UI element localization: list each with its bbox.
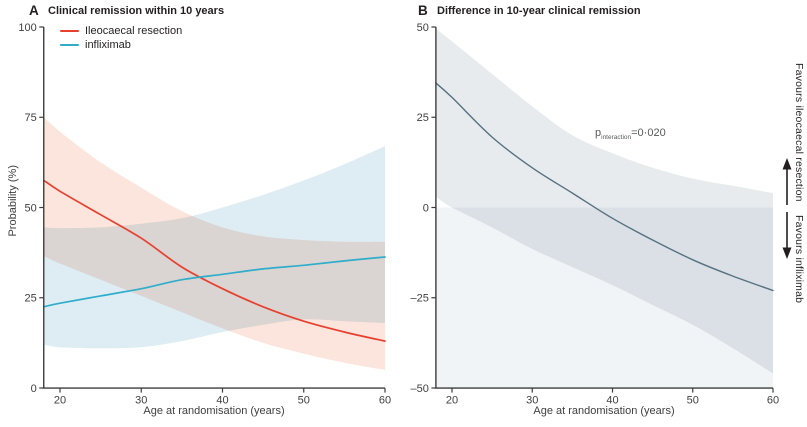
y-tick-label: 50 (417, 22, 429, 34)
y-tick-label: 75 (25, 112, 37, 124)
legend-swatch-infliximab (60, 43, 79, 47)
panel-a: 0 25 50 75 100 20 30 40 50 60 (18, 22, 391, 406)
difference-ileocaecal-resection-minus-infliximab-band (435, 28, 773, 374)
difference-ileocaecal-resection-minus-infliximab-line (435, 82, 774, 292)
y-tick-label: 0 (31, 383, 37, 395)
x-tick-label: 30 (526, 394, 538, 406)
panel-a-letter: A (29, 3, 39, 18)
infliximab-band (43, 146, 386, 349)
down-arrow-icon (782, 212, 792, 259)
panel-b: –50 –25 0 25 50 20 30 40 50 60 (411, 22, 780, 406)
favours-resection-label: Favours ileocaecal resection (793, 63, 805, 202)
p-interaction-annotation: pinteraction=0·020 (595, 127, 666, 141)
y-tick-label: –50 (411, 383, 429, 395)
panel-b-x-axis-title: Age at randomisation (years) (533, 405, 675, 417)
y-tick-label: 100 (18, 22, 36, 34)
x-tick-label: 60 (767, 394, 779, 406)
panel-b-title: Difference in 10-year clinical remission (437, 5, 641, 17)
ileocaecal-resection-line (42, 179, 386, 342)
legend-swatch-resection (60, 29, 79, 33)
legend-label-resection: Ileocaecal resection (85, 25, 183, 37)
x-tick-label: 30 (135, 394, 147, 406)
direction-arrows (782, 158, 792, 259)
x-tick-label: 50 (687, 394, 699, 406)
y-tick-label: 25 (417, 112, 429, 124)
x-tick-label: 50 (298, 394, 310, 406)
legend: Ileocaecal resection infliximab (60, 24, 182, 52)
p-symbol: p (595, 127, 602, 139)
y-tick-label: 0 (423, 202, 429, 214)
y-tick-label: 25 (25, 293, 37, 305)
up-arrow-icon (782, 158, 792, 205)
panel-a-title: Clinical remission within 10 years (48, 5, 225, 17)
panel-a-y-axis-title: Probability (%) (7, 165, 19, 237)
p-subscript: interaction (601, 134, 632, 142)
y-tick-label: 50 (25, 202, 37, 214)
x-tick-label: 40 (606, 394, 618, 406)
x-tick-label: 20 (54, 394, 66, 406)
legend-label-infliximab: infliximab (85, 39, 131, 51)
y-tick-label: –25 (411, 293, 429, 305)
panel-a-x-axis-title: Age at randomisation (years) (143, 405, 285, 417)
x-tick-label: 20 (446, 394, 458, 406)
x-tick-label: 40 (216, 394, 228, 406)
legend-item-resection: Ileocaecal resection (60, 24, 182, 38)
infliximab-line (42, 256, 386, 308)
legend-item-infliximab: infliximab (60, 38, 182, 52)
favours-infliximab-label: Favours infliximab (793, 215, 805, 304)
x-tick-label: 60 (379, 394, 391, 406)
panel-b-letter: B (418, 3, 428, 18)
p-value: =0·020 (631, 127, 666, 139)
